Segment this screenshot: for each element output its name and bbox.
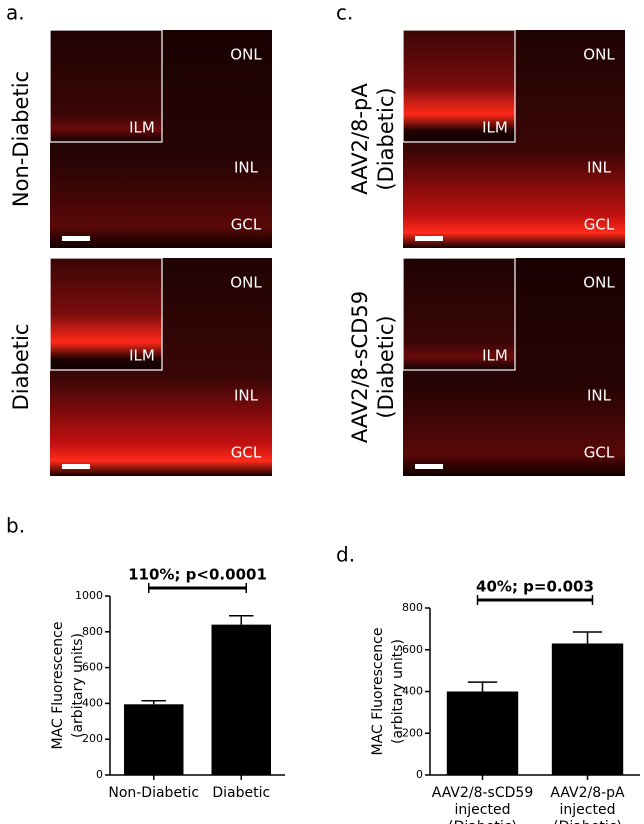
image-title: Non-Diabetic	[9, 71, 33, 207]
y-tick-label: 200	[402, 726, 423, 739]
micrograph: ILM ONL INL GCL	[402, 29, 625, 248]
x-tick-label: injected	[560, 802, 616, 818]
layer-label: INL	[234, 159, 259, 177]
layer-label: GCL	[231, 216, 262, 234]
x-tick-label: (Diabetic)	[448, 819, 517, 824]
panel-label: d.	[336, 543, 355, 567]
image-title: (Diabetic)	[374, 87, 398, 190]
image-title: (Diabetic)	[374, 315, 398, 418]
bar	[124, 704, 184, 775]
scale-bar	[415, 236, 443, 241]
layer-label: ILM	[482, 119, 508, 137]
layer-label: INL	[587, 159, 612, 177]
y-tick-label: 800	[82, 625, 103, 638]
y-axis-label: MAC Fluorescence	[370, 628, 386, 756]
x-tick-label: injected	[455, 802, 511, 818]
inset	[402, 29, 516, 143]
x-tick-label: Non-Diabetic	[108, 785, 199, 801]
layer-label: GCL	[584, 444, 615, 462]
layer-label: INL	[234, 387, 259, 405]
scale-bar	[62, 236, 90, 241]
micrograph: ILM ONL INL GCL	[49, 257, 272, 476]
panel-label: c.	[336, 1, 353, 25]
annotation: 40%; p=0.003	[476, 578, 594, 596]
y-tick-label: 1000	[75, 589, 103, 602]
x-tick-label: AAV2/8-sCD59	[432, 785, 533, 801]
inset	[402, 257, 516, 371]
layer-label: ILM	[482, 347, 508, 365]
y-axis-label: (arbitary units)	[70, 633, 86, 738]
y-axis-label: (arbitary units)	[390, 639, 406, 744]
y-tick-label: 0	[96, 768, 103, 781]
scale-bar	[415, 464, 443, 469]
annotation: 110%; p<0.0001	[128, 566, 267, 584]
image-title: AAV2/8-sCD59	[348, 291, 372, 443]
x-tick-label: Diabetic	[212, 785, 270, 801]
micrograph: ILM ONL INL GCL	[49, 29, 272, 248]
layer-label: GCL	[584, 216, 615, 234]
layer-label: ONL	[583, 46, 615, 64]
y-tick-label: 400	[402, 685, 423, 698]
y-tick-label: 600	[402, 643, 423, 656]
x-tick-label: AAV2/8-pA	[550, 785, 625, 801]
bar	[446, 691, 519, 775]
y-tick-label: 400	[82, 696, 103, 709]
y-tick-label: 600	[82, 661, 103, 674]
layer-label: ONL	[230, 46, 262, 64]
inset	[49, 29, 163, 143]
y-tick-label: 800	[402, 601, 423, 614]
bar	[551, 643, 624, 775]
y-axis-label: MAC Fluorescence	[50, 622, 66, 750]
layer-label: ONL	[583, 274, 615, 292]
x-tick-label: (Diabetic)	[553, 819, 622, 824]
layer-label: GCL	[231, 444, 262, 462]
bar	[211, 624, 271, 775]
image-title: AAV2/8-pA	[348, 83, 372, 195]
panel-label: b.	[6, 514, 25, 538]
layer-label: INL	[587, 387, 612, 405]
micrograph: ILM ONL INL GCL	[402, 257, 625, 476]
y-tick-label: 0	[416, 768, 423, 781]
layer-label: ONL	[230, 274, 262, 292]
y-tick-label: 200	[82, 732, 103, 745]
layer-label: ILM	[129, 347, 155, 365]
scale-bar	[62, 464, 90, 469]
image-title: Diabetic	[9, 324, 33, 411]
panel-label: a.	[6, 1, 25, 25]
layer-label: ILM	[129, 119, 155, 137]
inset	[49, 257, 163, 371]
